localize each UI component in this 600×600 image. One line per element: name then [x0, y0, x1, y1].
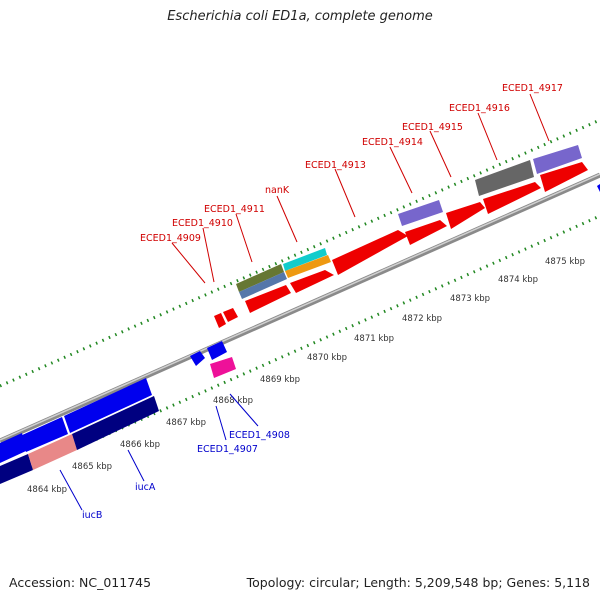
label-leader — [235, 213, 253, 263]
forward-gene-block — [405, 220, 447, 245]
label-leader — [334, 168, 356, 218]
forward-gene-block — [540, 162, 588, 192]
genome-backbone — [0, 172, 600, 444]
reverse-gene-block — [190, 351, 205, 366]
reverse-gene-block — [28, 434, 77, 470]
gene-label-forward: ECED1_4916 — [449, 103, 510, 114]
reverse-gene-block — [207, 341, 227, 360]
label-leader — [529, 93, 550, 142]
scale-label: 4871 kbp — [354, 334, 394, 344]
scale-label: 4867 kbp — [166, 418, 206, 428]
gene-label-reverse: ECED1_4907 — [197, 444, 258, 455]
feature-block — [475, 160, 534, 196]
inner-tick-ring — [0, 214, 600, 484]
label-leader — [276, 195, 298, 243]
feature-block — [239, 272, 287, 299]
label-leader — [215, 405, 227, 441]
reverse-gene-block — [0, 454, 33, 484]
label-leader — [389, 146, 413, 194]
scale-label: 4869 kbp — [260, 375, 300, 385]
reverse-gene-block — [0, 433, 26, 463]
gene-label-forward: ECED1_4913 — [305, 160, 366, 171]
gene-label-forward: ECED1_4910 — [172, 218, 233, 229]
reverse-gene-block — [20, 417, 68, 452]
forward-gene-block — [483, 182, 541, 214]
feature-block — [398, 200, 443, 226]
gene-label-forward: ECED1_4915 — [402, 122, 463, 133]
forward-gene-block — [446, 202, 485, 229]
gene-label-forward: ECED1_4909 — [140, 233, 201, 244]
label-leader — [429, 130, 452, 178]
map-title: Escherichia coli ED1a, complete genome — [167, 9, 433, 24]
scale-label: 4873 kbp — [450, 294, 490, 304]
label-leader — [59, 469, 83, 511]
scale-label: 4872 kbp — [402, 314, 442, 324]
feature-block — [283, 248, 327, 271]
gene-label-forward: ECED1_4914 — [362, 137, 423, 148]
gene-label-forward: ECED1_4911 — [204, 204, 265, 215]
scale-label: 4866 kbp — [120, 440, 160, 450]
gene-label-forward: nanK — [265, 185, 290, 196]
gene-label-reverse: iucB — [82, 510, 102, 521]
label-leader — [202, 227, 215, 283]
gene-label-reverse: ECED1_4908 — [229, 430, 290, 441]
scale-label: 4875 kbp — [545, 257, 585, 267]
label-leader — [477, 112, 498, 161]
reverse-gene-block — [72, 396, 159, 450]
feature-block — [533, 145, 582, 174]
label-leader — [127, 449, 145, 482]
forward-gene-block — [214, 313, 226, 328]
feature-block — [236, 264, 284, 292]
scale-label: 4874 kbp — [498, 275, 538, 285]
accession-text: Accession: NC_011745 — [9, 575, 152, 590]
genome-summary-text: Topology: circular; Length: 5,209,548 bp… — [246, 575, 590, 590]
reverse-gene-block — [210, 357, 236, 378]
forward-gene-block — [332, 230, 408, 275]
scale-label: 4864 kbp — [27, 485, 67, 495]
label-leader — [229, 393, 259, 427]
reverse-gene-block — [64, 378, 152, 433]
feature-block — [285, 255, 331, 278]
scale-label: 4865 kbp — [72, 462, 112, 472]
forward-gene-block — [290, 270, 334, 293]
genome-backbone-highlight — [0, 173, 600, 441]
forward-gene-block — [223, 308, 238, 322]
forward-gene-block — [597, 184, 600, 192]
scale-label: 4870 kbp — [307, 353, 347, 363]
outer-tick-ring — [0, 118, 600, 388]
gene-label-forward: ECED1_4917 — [502, 83, 563, 94]
label-leader — [171, 242, 206, 284]
forward-gene-block — [245, 285, 291, 313]
scale-label: 4868 kbp — [213, 396, 253, 406]
gene-label-reverse: iucA — [135, 482, 156, 493]
